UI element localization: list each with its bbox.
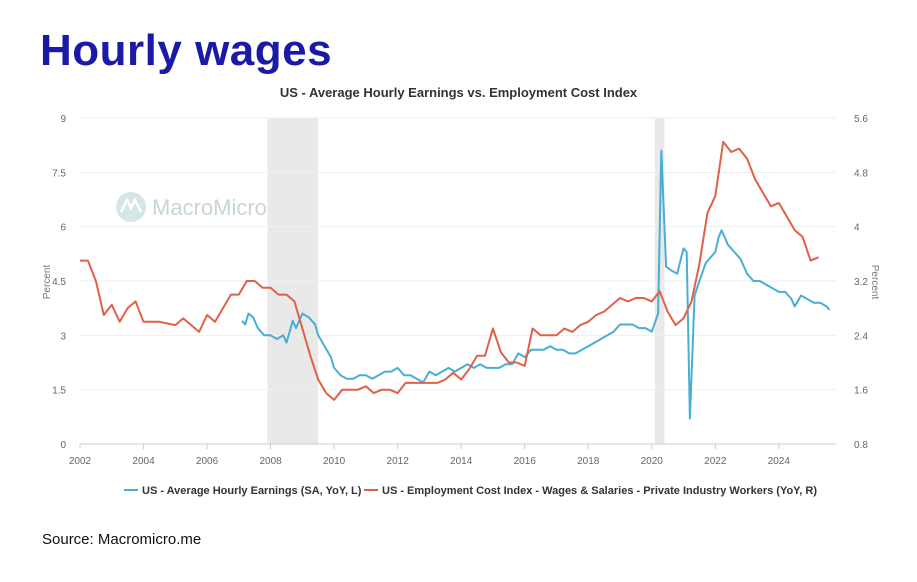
left-tick-label: 7.5 (52, 168, 66, 179)
x-tick-label: 2020 (641, 456, 664, 467)
x-tick-label: 2008 (259, 456, 282, 467)
left-axis-label: Percent (42, 265, 53, 300)
x-tick-label: 2016 (514, 456, 537, 467)
macromicro-logo-mark (119, 197, 143, 213)
left-tick-label: 9 (60, 114, 66, 125)
x-tick-label: 2010 (323, 456, 346, 467)
left-tick-label: 0 (60, 440, 66, 451)
series-line-ahe (241, 149, 831, 420)
left-tick-label: 4.5 (52, 277, 66, 288)
right-tick-label: 1.6 (854, 386, 868, 397)
right-tick-label: 2.4 (854, 331, 868, 342)
watermark-text: MacroMicro (152, 195, 267, 220)
x-tick-label: 2014 (450, 456, 473, 467)
x-tick-label: 2022 (704, 456, 727, 467)
x-tick-label: 2006 (196, 456, 219, 467)
x-tick-label: 2002 (69, 456, 92, 467)
legend-label-ahe: US - Average Hourly Earnings (SA, YoY, L… (142, 485, 362, 497)
x-tick-label: 2018 (577, 456, 600, 467)
right-tick-label: 5.6 (854, 114, 868, 125)
x-tick-label: 2012 (387, 456, 410, 467)
right-tick-label: 4 (854, 223, 860, 234)
right-tick-label: 4.8 (854, 168, 868, 179)
watermark: MacroMicro (116, 192, 267, 222)
x-tick-label: 2004 (132, 456, 155, 467)
left-tick-label: 1.5 (52, 386, 66, 397)
source-note: Source: Macromicro.me (42, 531, 202, 548)
legend: US - Average Hourly Earnings (SA, YoY, L… (124, 485, 817, 497)
slide-title: Hourly wages (40, 26, 333, 75)
right-tick-label: 3.2 (854, 277, 868, 288)
chart-title: US - Average Hourly Earnings vs. Employm… (279, 85, 638, 100)
x-tick-label: 2024 (768, 456, 791, 467)
left-tick-label: 3 (60, 331, 66, 342)
series-line-eci (80, 140, 819, 401)
legend-label-eci: US - Employment Cost Index - Wages & Sal… (382, 485, 817, 497)
right-axis-label: Percent (869, 265, 880, 300)
left-tick-label: 6 (60, 223, 66, 234)
right-tick-label: 0.8 (854, 440, 868, 451)
